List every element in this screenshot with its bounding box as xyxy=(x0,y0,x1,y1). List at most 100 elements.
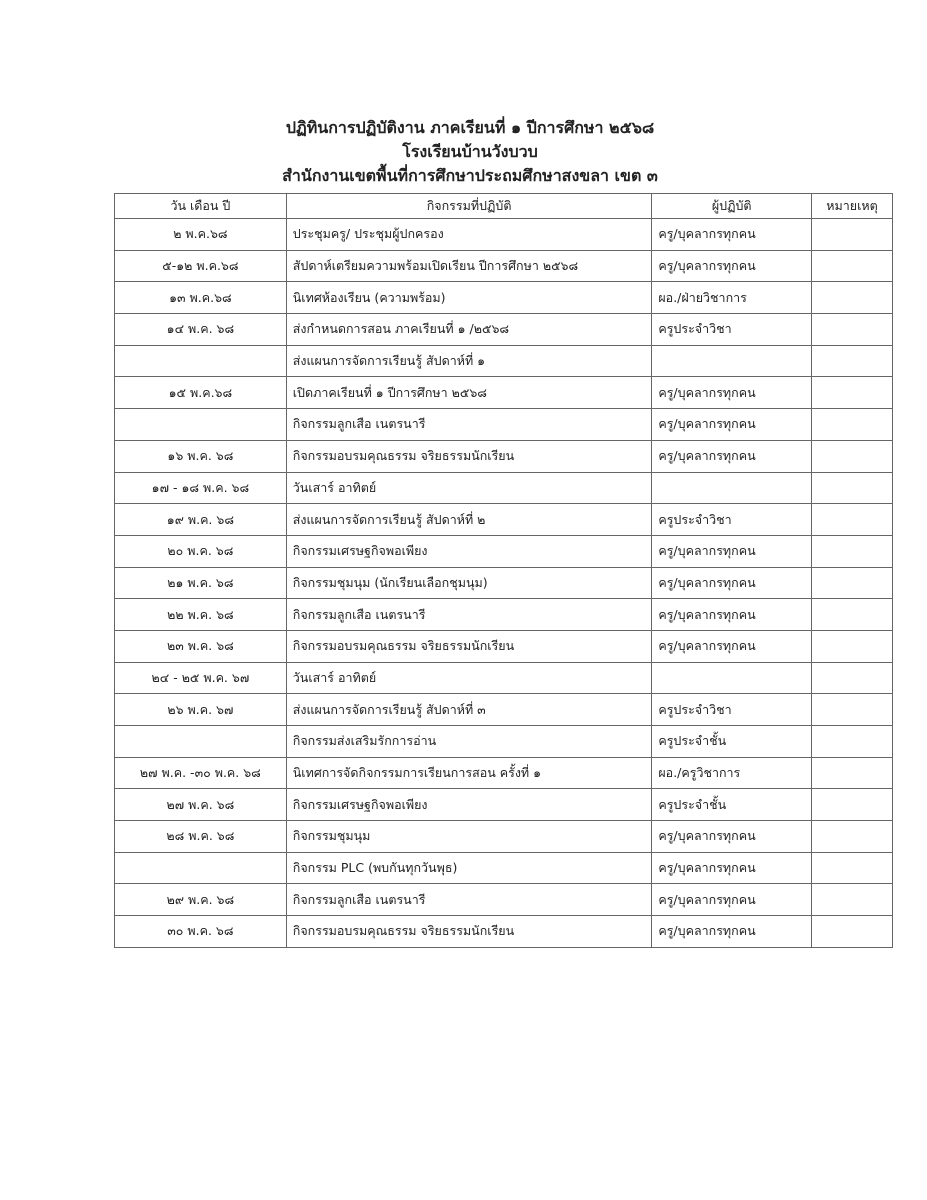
note-cell xyxy=(811,661,893,695)
date-cell: ๕-๑๒ พ.ค.๖๘ xyxy=(114,249,287,283)
responsible-cell: ผอ./ฝ่ายวิชาการ xyxy=(651,281,813,315)
table-row: ๑๙ พ.ค. ๖๘ ส่งแผนการจัดการเรียนรู้ สัปดาห… xyxy=(114,503,893,536)
note-cell xyxy=(811,598,893,631)
table-row: ๒๐ พ.ค. ๖๘ กิจกรรมเศรษฐกิจพอเพียง ครู/บุคล… xyxy=(114,534,893,568)
activity-cell: กิจกรรมลูกเสือ เนตรนารี xyxy=(285,598,653,631)
table-row: ๒๖ พ.ค. ๖๗ ส่งแผนการจัดการเรียนรู้ สัปดาห… xyxy=(114,693,893,726)
note-cell xyxy=(811,756,893,790)
date-cell: ๒๐ พ.ค. ๖๘ xyxy=(114,534,287,568)
date-cell xyxy=(114,344,287,378)
column-header-note: หมายเหตุ xyxy=(811,193,893,219)
document-header: ปฏิทินการปฏิบัติงาน ภาคเรียนที่ ๑ ปีการศ… xyxy=(0,116,927,188)
activity-cell: กิจกรรมอบรมคุณธรรม จริยธรรมนักเรียน xyxy=(285,629,653,663)
table-row: ๒๑ พ.ค. ๖๘ กิจกรรมชุมนุม (นักเรียนเลือกชุ… xyxy=(114,566,893,600)
responsible-cell xyxy=(651,661,813,695)
office-name: สำนักงานเขตพื้นที่การศึกษาประถมศึกษาสงขล… xyxy=(282,166,658,185)
note-cell xyxy=(811,503,893,536)
activity-cell: กิจกรรมลูกเสือ เนตรนารี xyxy=(285,883,653,917)
responsible-cell: ครูประจำวิชา xyxy=(651,693,813,726)
activity-cell: สัปดาห์เตรียมความพร้อมเปิดเรียน ปีการศึก… xyxy=(285,249,653,283)
column-header-date: วัน เดือน ปี xyxy=(114,193,287,219)
table-row: ๑๓ พ.ค.๖๘ นิเทศห้องเรียน (ความพร้อม) ผอ./ฝ… xyxy=(114,281,893,315)
document-title: ปฏิทินการปฏิบัติงาน ภาคเรียนที่ ๑ ปีการศ… xyxy=(285,118,655,137)
schedule-table: วัน เดือน ปี กิจกรรมที่ปฏิบัติ ผู้ปฏิบัต… xyxy=(114,193,893,948)
responsible-cell: ครู/บุคลากรทุกคน xyxy=(651,566,813,600)
responsible-cell: ครู/บุคลากรทุกคน xyxy=(651,408,813,441)
note-cell xyxy=(811,344,893,378)
note-cell xyxy=(811,376,893,410)
note-cell xyxy=(811,851,893,885)
table-row: ๒๘ พ.ค. ๖๘ กิจกรรมชุมนุม ครู/บุคลากรทุกคน xyxy=(114,820,893,853)
activity-cell: นิเทศห้องเรียน (ความพร้อม) xyxy=(285,281,653,315)
table-row: ๒๓ พ.ค. ๖๘ กิจกรรมอบรมคุณธรรม จริยธรรมนัก… xyxy=(114,629,893,663)
date-cell xyxy=(114,725,287,758)
note-cell xyxy=(811,281,893,315)
date-cell: ๑๗ - ๑๘ พ.ค. ๖๘ xyxy=(114,471,287,505)
date-cell: ๒๒ พ.ค. ๖๘ xyxy=(114,598,287,631)
responsible-cell: ครูประจำวิชา xyxy=(651,503,813,536)
note-cell xyxy=(811,883,893,917)
date-cell: ๒๗ พ.ค. -๓๐ พ.ค. ๖๘ xyxy=(114,756,287,790)
table-row: ๑๗ - ๑๘ พ.ค. ๖๘ วันเสาร์ อาทิตย์ xyxy=(114,471,893,505)
date-cell: ๒๖ พ.ค. ๖๗ xyxy=(114,693,287,726)
date-cell xyxy=(114,408,287,441)
responsible-cell: ครู/บุคลากรทุกคน xyxy=(651,218,813,251)
activity-cell: กิจกรรมลูกเสือ เนตรนารี xyxy=(285,408,653,441)
table-row: ๒๒ พ.ค. ๖๘ กิจกรรมลูกเสือ เนตรนารี ครู/บุค… xyxy=(114,598,893,631)
table-row: ๓๐ พ.ค. ๖๘ กิจกรรมอบรมคุณธรรม จริยธรรมนัก… xyxy=(114,915,893,948)
table-row: กิจกรรมลูกเสือ เนตรนารี ครู/บุคลากรทุกคน xyxy=(114,408,893,441)
date-cell: ๒๙ พ.ค. ๖๘ xyxy=(114,883,287,917)
activity-cell: กิจกรรม PLC (พบกันทุกวันพุธ) xyxy=(285,851,653,885)
responsible-cell: ครู/บุคลากรทุกคน xyxy=(651,249,813,283)
activity-cell: ประชุมครู/ ประชุมผู้ปกครอง xyxy=(285,218,653,251)
activity-cell: นิเทศการจัดกิจกรรมการเรียนการสอน ครั้งที… xyxy=(285,756,653,790)
activity-cell: วันเสาร์ อาทิตย์ xyxy=(285,661,653,695)
table-header-row: วัน เดือน ปี กิจกรรมที่ปฏิบัติ ผู้ปฏิบัต… xyxy=(114,193,893,219)
table-row: กิจกรรม PLC (พบกันทุกวันพุธ) ครู/บุคลากรท… xyxy=(114,851,893,885)
responsible-cell: ครู/บุคลากรทุกคน xyxy=(651,629,813,663)
date-cell: ๒๔ - ๒๕ พ.ค. ๖๗ xyxy=(114,661,287,695)
responsible-cell xyxy=(651,471,813,505)
table-row: ๑๕ พ.ค.๖๘ เปิดภาคเรียนที่ ๑ ปีการศึกษา ๒๕… xyxy=(114,376,893,410)
activity-cell: ส่งแผนการจัดการเรียนรู้ สัปดาห์ที่ ๑ xyxy=(285,344,653,378)
note-cell xyxy=(811,820,893,853)
activity-cell: กิจกรรมส่งเสริมรักการอ่าน xyxy=(285,725,653,758)
activity-cell: วันเสาร์ อาทิตย์ xyxy=(285,471,653,505)
activity-cell: กิจกรรมชุมนุม xyxy=(285,820,653,853)
table-row: ๑๖ พ.ค. ๖๘ กิจกรรมอบรมคุณธรรม จริยธรรมนัก… xyxy=(114,439,893,473)
note-cell xyxy=(811,534,893,568)
note-cell xyxy=(811,629,893,663)
activity-cell: กิจกรรมเศรษฐกิจพอเพียง xyxy=(285,788,653,822)
note-cell xyxy=(811,249,893,283)
table-row: ๑๔ พ.ค. ๖๘ ส่งกำหนดการสอน ภาคเรียนที่ ๑ /… xyxy=(114,313,893,346)
note-cell xyxy=(811,408,893,441)
note-cell xyxy=(811,915,893,948)
responsible-cell: ครูประจำชั้น xyxy=(651,725,813,758)
responsible-cell xyxy=(651,344,813,378)
date-cell: ๒๓ พ.ค. ๖๘ xyxy=(114,629,287,663)
responsible-cell: ครู/บุคลากรทุกคน xyxy=(651,915,813,948)
table-row: ๒๔ - ๒๕ พ.ค. ๖๗ วันเสาร์ อาทิตย์ xyxy=(114,661,893,695)
date-cell: ๒๗ พ.ค. ๖๘ xyxy=(114,788,287,822)
responsible-cell: ครู/บุคลากรทุกคน xyxy=(651,376,813,410)
date-cell: ๑๔ พ.ค. ๖๘ xyxy=(114,313,287,346)
responsible-cell: ครู/บุคลากรทุกคน xyxy=(651,851,813,885)
table-row: ๒๙ พ.ค. ๖๘ กิจกรรมลูกเสือ เนตรนารี ครู/บุค… xyxy=(114,883,893,917)
column-header-responsible: ผู้ปฏิบัติ xyxy=(651,193,813,219)
responsible-cell: ครูประจำวิชา xyxy=(651,313,813,346)
table-row: ส่งแผนการจัดการเรียนรู้ สัปดาห์ที่ ๑ xyxy=(114,344,893,378)
note-cell xyxy=(811,725,893,758)
note-cell xyxy=(811,218,893,251)
responsible-cell: ครู/บุคลากรทุกคน xyxy=(651,439,813,473)
column-header-activity: กิจกรรมที่ปฏิบัติ xyxy=(285,193,653,219)
table-row: ๒ พ.ค.๖๘ ประชุมครู/ ประชุมผู้ปกครอง ครู/บุ… xyxy=(114,218,893,251)
table-row: กิจกรรมส่งเสริมรักการอ่าน ครูประจำชั้น xyxy=(114,725,893,758)
activity-cell: กิจกรรมชุมนุม (นักเรียนเลือกชุมนุม) xyxy=(285,566,653,600)
date-cell xyxy=(114,851,287,885)
table-row: ๕-๑๒ พ.ค.๖๘ สัปดาห์เตรียมความพร้อมเปิดเรี… xyxy=(114,249,893,283)
date-cell: ๒๑ พ.ค. ๖๘ xyxy=(114,566,287,600)
note-cell xyxy=(811,313,893,346)
date-cell: ๑๓ พ.ค.๖๘ xyxy=(114,281,287,315)
date-cell: ๑๙ พ.ค. ๖๘ xyxy=(114,503,287,536)
responsible-cell: ผอ./ครูวิชาการ xyxy=(651,756,813,790)
